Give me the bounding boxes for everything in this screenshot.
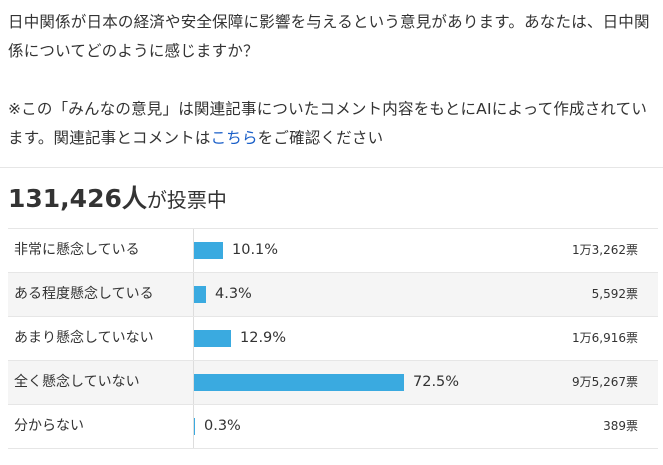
result-row-not-concerned: 全く懸念していない 72.5% 9万5,267票 <box>8 361 658 405</box>
option-label: 分からない <box>14 418 84 434</box>
option-label: 非常に懸念している <box>14 242 140 258</box>
result-row-very-concerned: 非常に懸念している 10.1% 1万3,262票 <box>8 229 658 273</box>
column-separator <box>193 317 194 360</box>
vote-count-value: 389票 <box>603 419 638 433</box>
spacer <box>8 66 656 95</box>
option-label: ある程度懸念している <box>14 286 154 302</box>
vote-count-value: 9万5,267票 <box>572 375 638 389</box>
percent-value: 72.5% <box>413 374 460 390</box>
percent-value: 10.1% <box>232 242 279 258</box>
poll-results: 非常に懸念している 10.1% 1万3,262票 ある程度懸念している 4.3%… <box>8 228 658 449</box>
result-row-somewhat-concerned: ある程度懸念している 4.3% 5,592票 <box>8 273 658 317</box>
poll-question: 日中関係が日本の経済や安全保障に影響を与えるという意見があります。あなたは、日中… <box>8 8 656 153</box>
percent-bar <box>194 418 195 435</box>
ai-note-text: ※この「みんなの意見」は関連記事についたコメント内容をもとにAIによって作成され… <box>8 100 648 147</box>
vote-count: 131,426人 <box>8 184 147 213</box>
percent-bar <box>194 330 231 347</box>
option-label: あまり懸念していない <box>14 330 154 346</box>
percent-value: 12.9% <box>240 330 287 346</box>
percent-value: 4.3% <box>215 286 252 302</box>
result-row-not-very-concerned: あまり懸念していない 12.9% 1万6,916票 <box>8 317 658 361</box>
vote-count-value: 1万3,262票 <box>572 243 638 257</box>
vote-count-value: 5,592票 <box>591 287 638 301</box>
percent-bar <box>194 242 223 259</box>
vote-count-value: 1万6,916票 <box>572 331 638 345</box>
option-label: 全く懸念していない <box>14 374 140 390</box>
column-separator <box>193 273 194 316</box>
percent-bar <box>194 374 404 391</box>
related-article-link[interactable]: こちら <box>210 129 258 147</box>
column-separator <box>193 405 194 448</box>
question-text: 日中関係が日本の経済や安全保障に影響を与えるという意見があります。あなたは、日中… <box>8 13 650 60</box>
percent-value: 0.3% <box>204 418 241 434</box>
vote-total: 131,426人が投票中 <box>8 181 227 217</box>
ai-note-tail: をご確認ください <box>257 129 384 147</box>
percent-bar <box>194 286 206 303</box>
result-row-dont-know: 分からない 0.3% 389票 <box>8 405 658 449</box>
ai-note: ※この「みんなの意見」は関連記事についたコメント内容をもとにAIによって作成され… <box>8 95 656 153</box>
column-separator <box>193 361 194 404</box>
section-divider <box>0 167 663 168</box>
vote-count-suffix: が投票中 <box>146 188 227 212</box>
column-separator <box>193 229 194 272</box>
